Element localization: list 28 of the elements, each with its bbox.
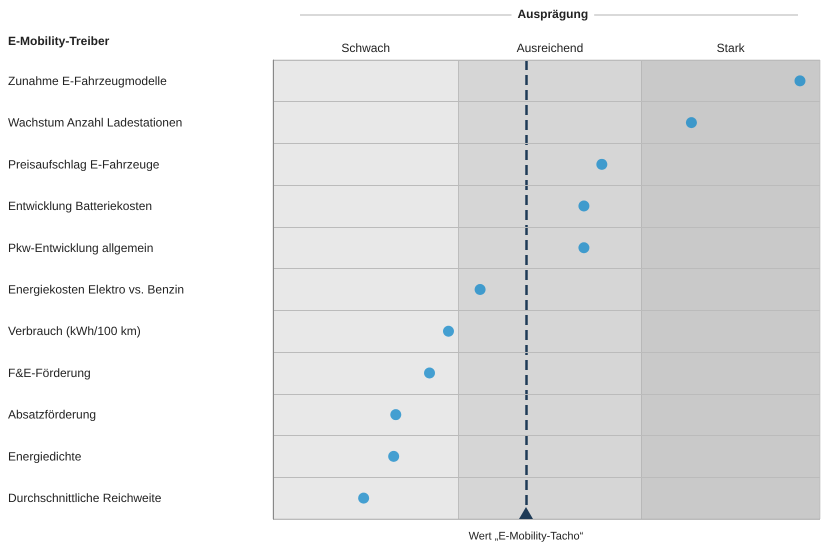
y-tick-label: Entwicklung Batteriekosten bbox=[8, 199, 152, 214]
band-label: Schwach bbox=[341, 40, 390, 55]
point bbox=[596, 158, 608, 170]
x-axis-title: Ausprägung bbox=[518, 7, 588, 21]
point bbox=[424, 367, 436, 378]
y-tick-label: F&E-Förderung bbox=[8, 366, 91, 380]
point bbox=[794, 75, 806, 86]
point bbox=[358, 492, 370, 504]
y-tick-label: Pkw-Entwicklung allgemein bbox=[8, 240, 154, 255]
ref-line-label: Wert „E-Mobility-Tacho“ bbox=[468, 530, 584, 542]
y-tick-label: Energiedichte bbox=[8, 449, 82, 464]
point bbox=[578, 242, 590, 254]
y-axis-title: E-Mobility-Treiber bbox=[8, 34, 110, 48]
point bbox=[390, 409, 402, 420]
point bbox=[388, 450, 400, 462]
band-label: Ausreichend bbox=[516, 40, 584, 55]
y-tick-label: Zunahme E-Fahrzeugmodelle bbox=[8, 74, 168, 88]
point bbox=[474, 284, 486, 295]
point bbox=[442, 326, 454, 337]
point bbox=[686, 117, 697, 128]
point bbox=[578, 200, 590, 212]
y-tick-label: Absatzförderung bbox=[8, 408, 96, 422]
y-tick-label: Preisaufschlag E-Fahrzeuge bbox=[8, 157, 160, 172]
y-tick-label: Energiekosten Elektro vs. Benzin bbox=[8, 282, 184, 296]
y-tick-label: Durchschnittliche Reichweite bbox=[8, 491, 162, 506]
y-tick-label: Verbrauch (kWh/100 km) bbox=[8, 324, 141, 338]
y-tick-label: Wachstum Anzahl Ladestationen bbox=[8, 116, 182, 130]
band-label: Stark bbox=[716, 40, 746, 55]
